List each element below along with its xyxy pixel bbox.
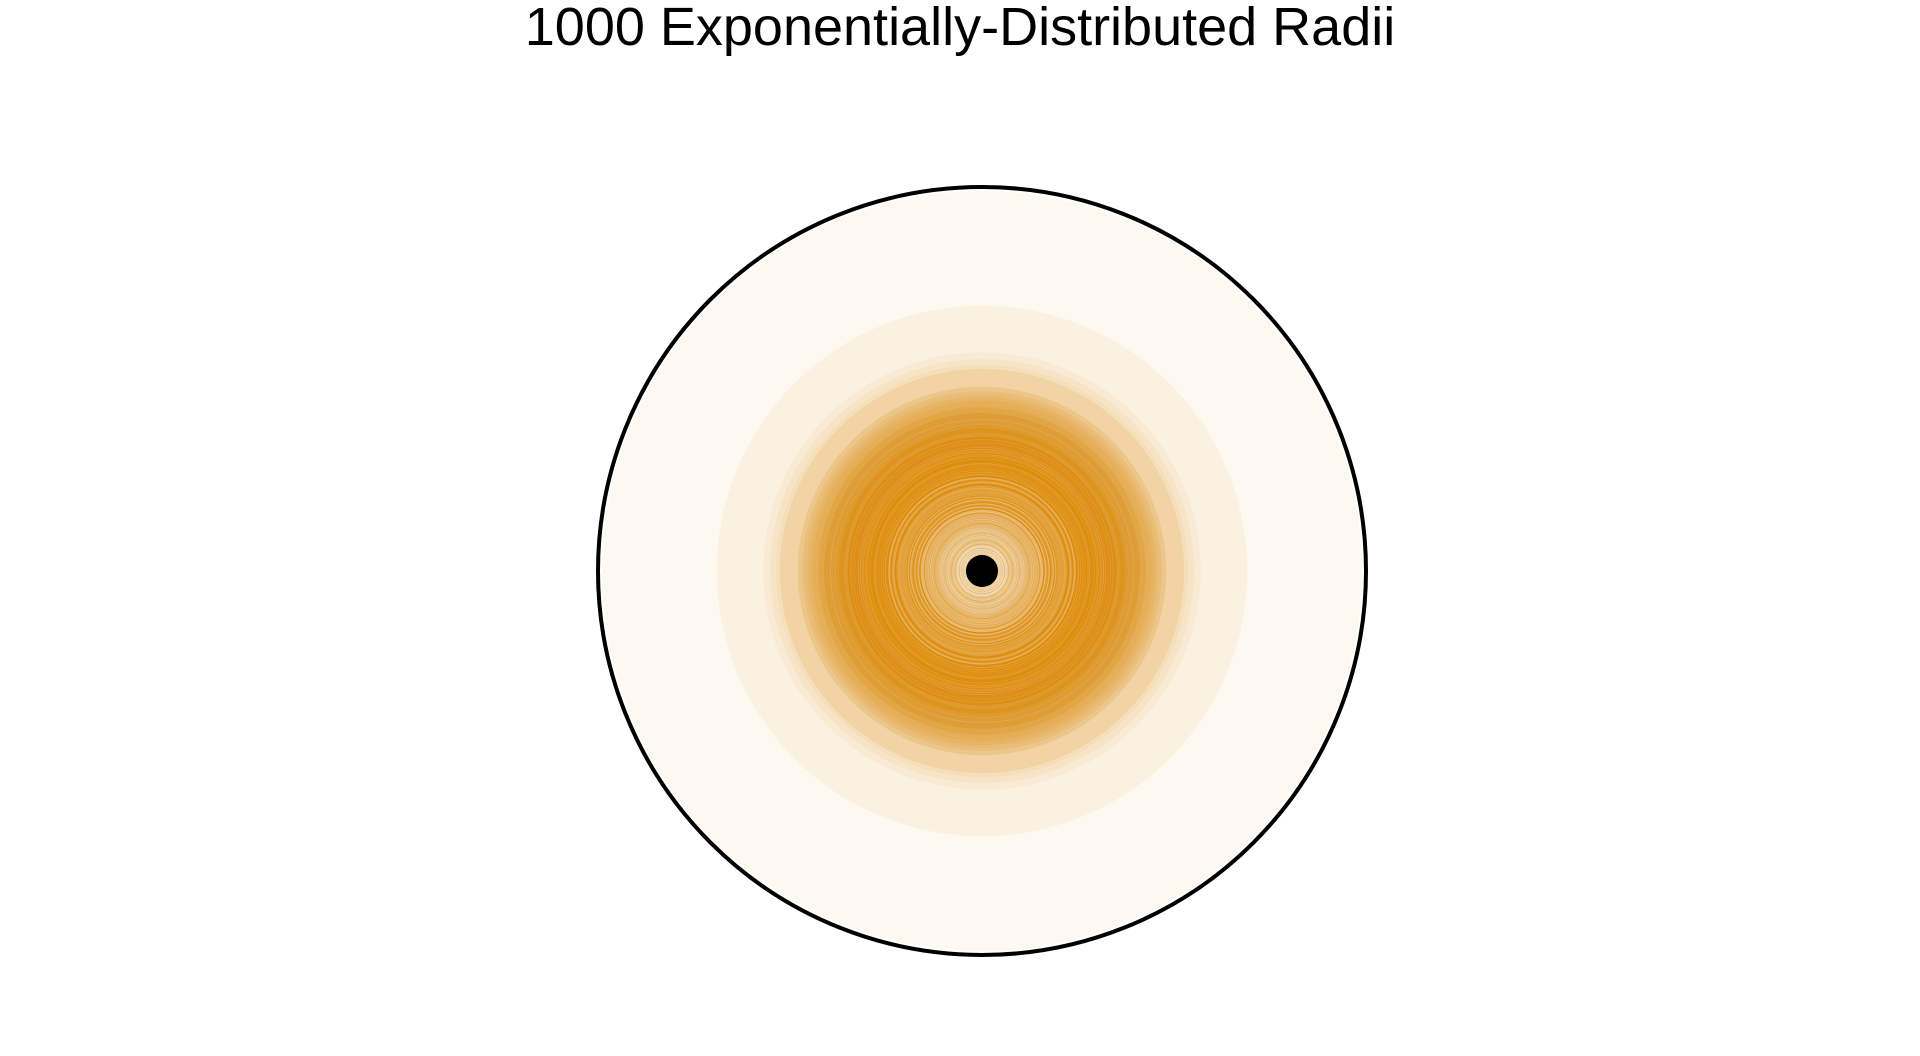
center-marker [966, 555, 998, 587]
chart-title: 1000 Exponentially-Distributed Radii [524, 0, 1396, 57]
outer-boundary-circle [596, 185, 1368, 957]
